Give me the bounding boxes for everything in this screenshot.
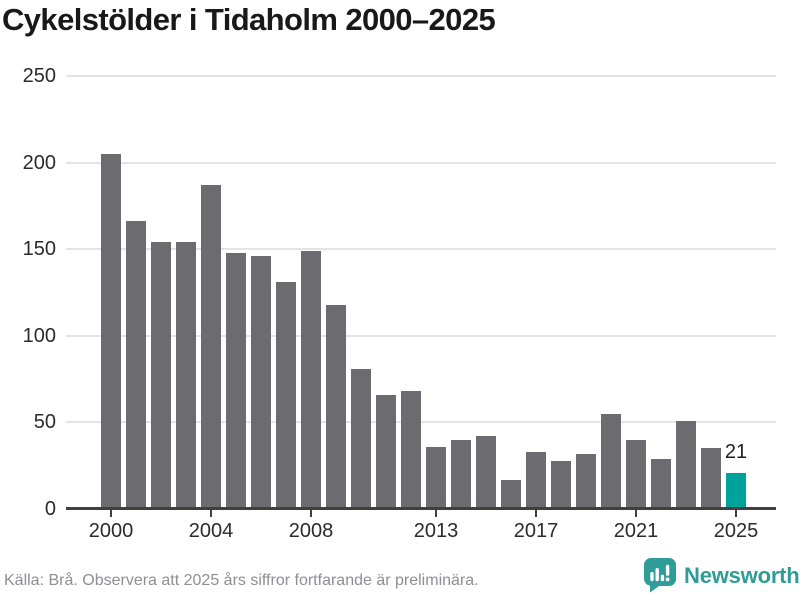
y-axis-label-100: 100 [22, 325, 56, 347]
bar-2014 [451, 440, 471, 507]
bar-2005 [226, 253, 246, 507]
gridline-250 [66, 75, 776, 77]
bar-2007 [276, 282, 296, 507]
gridline-150 [66, 248, 776, 250]
x-axis-tick-2017 [535, 510, 537, 517]
bar-2002 [151, 242, 171, 507]
x-axis-tick-2008 [310, 510, 312, 517]
newsworthy-logo-icon [644, 558, 676, 593]
bar-chart: 0 50 100 150 200 250 21 2000 2004 2008 2013 2017 202… [22, 65, 776, 542]
x-axis-tick-2021 [635, 510, 637, 517]
x-axis-tick-2013 [435, 510, 437, 517]
newsworthy-logo-text: Newsworthy [684, 562, 800, 588]
gridline-200 [66, 162, 776, 164]
bar-2021 [626, 440, 646, 507]
x-axis-tick-2004 [210, 510, 212, 517]
newsworthy-logo: Newsworthy [644, 558, 800, 593]
bar-2023 [676, 421, 696, 507]
x-axis-label-2013: 2013 [413, 520, 459, 542]
bar-2008 [301, 251, 321, 507]
gridline-50 [66, 421, 776, 423]
bar-2013 [426, 447, 446, 507]
bar-2020 [601, 414, 621, 507]
bar-2006 [251, 256, 271, 507]
y-axis-label-250: 250 [22, 65, 56, 87]
bar-2010 [351, 369, 371, 507]
x-axis-label-2021: 2021 [613, 520, 659, 542]
y-axis-label-150: 150 [22, 238, 56, 260]
bar-value-label: 21 [724, 441, 748, 463]
bar-2017 [526, 452, 546, 507]
bar-2019 [576, 454, 596, 507]
bar-2025 [726, 473, 746, 507]
bar-2003 [176, 242, 196, 507]
bar-2018 [551, 461, 571, 507]
x-axis-label-2025: 2025 [713, 520, 759, 542]
bar-2000 [101, 154, 121, 507]
x-axis-tick-2000 [110, 510, 112, 517]
bar-2024 [701, 448, 721, 507]
source-note: Källa: Brå. Observera att 2025 års siffr… [4, 572, 479, 589]
chart-title: Cykelstölder i Tidaholm 2000–2025 [2, 2, 496, 37]
x-axis-label-2008: 2008 [288, 520, 334, 542]
gridline-100 [66, 335, 776, 337]
bar-2004 [201, 185, 221, 507]
x-axis-label-2000: 2000 [88, 520, 134, 542]
bar-2009 [326, 305, 346, 507]
x-axis-line [66, 507, 776, 510]
bar-2015 [476, 436, 496, 507]
y-axis-label-50: 50 [33, 411, 56, 433]
bar-2001 [126, 221, 146, 507]
y-axis-label-200: 200 [22, 152, 56, 174]
bar-2011 [376, 395, 396, 507]
bar-2012 [401, 391, 421, 507]
x-axis-tick-2025 [735, 510, 737, 517]
x-axis-label-2017: 2017 [513, 520, 559, 542]
bar-2016 [501, 480, 521, 507]
bar-2022 [651, 459, 671, 507]
x-axis-label-2004: 2004 [188, 520, 234, 542]
y-axis-label-0: 0 [44, 498, 56, 520]
